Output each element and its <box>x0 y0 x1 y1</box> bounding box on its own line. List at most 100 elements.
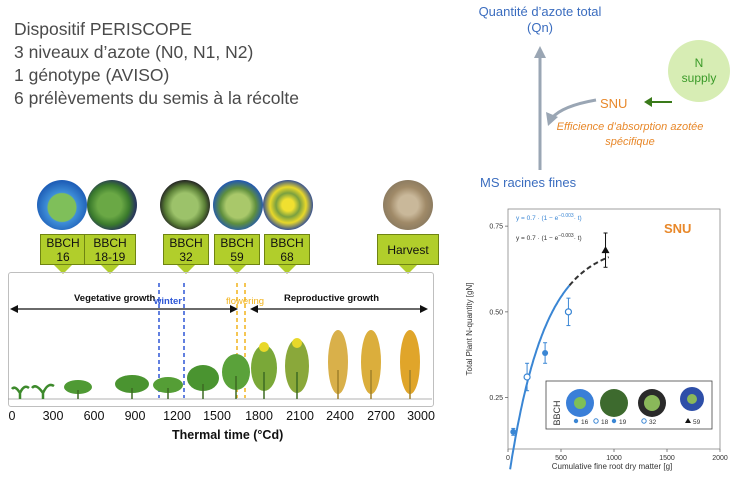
stage-flag-bbch16: BBCH 16 <box>40 234 86 265</box>
stage-photo-bbch16 <box>37 180 87 230</box>
data-point-32 <box>564 308 573 316</box>
roots-label: MS racines fines <box>480 175 577 190</box>
reproductive-arrow-right-head <box>420 305 428 313</box>
prediction-curve <box>568 256 610 287</box>
data-point-16 <box>510 428 517 435</box>
stage-flag-bbch18-19: BBCH 18-19 <box>84 234 136 265</box>
snu-label: SNU <box>600 96 628 111</box>
tick-label: 2100 <box>286 409 314 423</box>
n-supply-arrow-head <box>644 97 652 107</box>
qn-label: Quantité d’azote total (Qn) <box>478 4 602 35</box>
tick-label: 600 <box>83 409 105 423</box>
legend-marker-16 <box>573 418 579 424</box>
fit-equation-exp: −0.003 <box>558 213 574 219</box>
stage-flag-bbch59: BBCH 59 <box>214 234 260 265</box>
plant-illustrations <box>11 330 420 399</box>
stage-flag-value: 32 <box>179 250 193 264</box>
stage-photo-harvest <box>383 180 433 230</box>
chart-curves <box>509 256 610 470</box>
x-axis-label: Cumulative fine root dry matter [g] <box>552 462 673 471</box>
stage-flag-label: BBCH <box>93 236 127 250</box>
chart-points <box>510 232 610 436</box>
stage-photo-bbch68 <box>263 180 313 230</box>
snu-curved-arrow <box>550 98 597 120</box>
x-tick-label: 2000 <box>712 455 728 462</box>
legend-photo-32-plant <box>644 395 660 411</box>
data-point-59 <box>601 246 610 254</box>
y-tick-label: 0.75 <box>489 224 503 231</box>
stage-flag-value: 18-19 <box>94 250 126 264</box>
timeline-panel <box>8 272 434 407</box>
x-tick-label: 0 <box>506 455 510 462</box>
qn-arrow-head <box>534 46 546 58</box>
y-axis-label: Total Plant N-quantity [gN] <box>465 283 474 376</box>
stage-photo-bbch59 <box>213 180 263 230</box>
flag-pointer <box>399 265 417 274</box>
efficiency-label: Efficience d’absorption azotée spécifiqu… <box>556 121 704 148</box>
legend-labels: 16 18 19 32 59 <box>573 418 701 426</box>
legend-label-18: 18 <box>601 419 609 426</box>
y-tick-label: 0.50 <box>489 309 503 316</box>
legend-photo-18-19 <box>600 389 628 417</box>
vegetative-arrow-right-head <box>230 305 238 313</box>
legend-marker-59 <box>685 418 691 423</box>
x-tick-label: 1500 <box>659 455 675 462</box>
legend-photo-59-plant <box>687 394 697 404</box>
tick-label: 300 <box>42 409 64 423</box>
stage-flag-label: BBCH <box>270 236 304 250</box>
tick-label: 0 <box>8 409 16 423</box>
legend-label-59: 59 <box>693 419 701 426</box>
data-point-19 <box>542 350 549 356</box>
tick-label: 900 <box>124 409 146 423</box>
fit-curve <box>509 284 571 470</box>
stage-flag-label: BBCH <box>46 236 80 250</box>
fit-equation-tail: · t) <box>574 215 582 222</box>
stage-flag-label: BBCH <box>220 236 254 250</box>
stage-photo-bbch18-19 <box>87 180 137 230</box>
flowering-label: flowering <box>226 296 265 307</box>
fit-equation: y = 0.7 · (1 − e−0.003· t) <box>516 213 582 222</box>
thermal-axis-title: Thermal time (°Cd) <box>172 428 284 442</box>
legend-marker-32 <box>641 418 647 424</box>
n-supply-bubble: N supply <box>668 40 730 102</box>
tick-label: 1500 <box>203 409 231 423</box>
legend-title: BBCH <box>552 400 562 425</box>
intro-block: Dispositif PERISCOPE 3 niveaux d’azote (… <box>14 18 299 110</box>
fit-equation-main: y = 0.7 · (1 − e <box>516 215 559 222</box>
legend-label-32: 32 <box>649 419 657 426</box>
chart-ticks: 0 500 1000 1500 2000 0.25 0.50 0.75 <box>489 224 728 462</box>
flag-pointer <box>54 265 72 274</box>
n-supply-label: N supply <box>681 56 717 85</box>
vegetative-label: Vegetative growth <box>74 293 156 304</box>
pred-equation-tail: · t) <box>574 235 582 242</box>
stage-flag-value: 59 <box>230 250 244 264</box>
tick-label: 1800 <box>245 409 273 423</box>
intro-line-1: Dispositif PERISCOPE <box>14 19 192 39</box>
intro-line-2: 3 niveaux d’azote (N0, N1, N2) <box>14 42 254 62</box>
intro-line-3: 1 génotype (AVISO) <box>14 65 170 85</box>
x-tick-label: 1000 <box>606 455 622 462</box>
tick-label: 2400 <box>326 409 354 423</box>
legend-marker-19 <box>611 418 617 424</box>
chart-title: SNU <box>664 221 691 236</box>
stage-flag-value: 16 <box>56 250 70 264</box>
stage-photo-bbch32 <box>160 180 210 230</box>
stage-flag-label: Harvest <box>387 243 429 257</box>
stage-flag-bbch68: BBCH 68 <box>264 234 310 265</box>
legend-label-19: 19 <box>619 419 627 426</box>
reproductive-arrow-left-head <box>250 305 258 313</box>
pred-equation: y = 0.7 · (1 − e−0.003· t) <box>516 233 582 242</box>
legend-marker-18 <box>593 418 599 424</box>
pred-equation-exp: −0.003 <box>558 233 574 239</box>
snu-chart: 0 500 1000 1500 2000 0.25 0.50 0.75 SNU y = 0.7… <box>465 208 728 471</box>
y-tick-label: 0.25 <box>489 395 503 402</box>
data-point-18 <box>523 373 531 381</box>
snu-curved-arrow-head <box>546 112 558 126</box>
stage-flag-harvest: Harvest <box>377 234 439 265</box>
stage-flag-label: BBCH <box>169 236 203 250</box>
stage-flag-bbch32: BBCH 32 <box>163 234 209 265</box>
flag-pointer <box>177 265 195 274</box>
x-tick-label: 500 <box>555 455 567 462</box>
pred-equation-main: y = 0.7 · (1 − e <box>516 235 559 242</box>
